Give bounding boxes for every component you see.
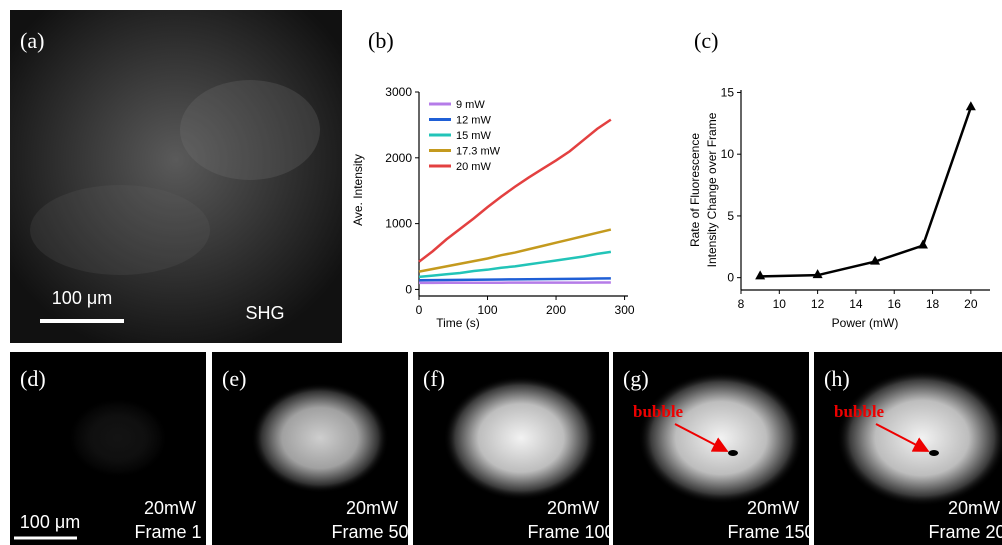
x-tick-label: 10 — [773, 297, 787, 311]
x-tick-label: 16 — [888, 297, 902, 311]
y-tick-label: 0 — [405, 282, 412, 296]
y-tick-label: 15 — [721, 85, 735, 99]
series-line — [418, 277, 611, 282]
fluorescence-spot — [443, 376, 599, 500]
power-label: 20mW — [144, 498, 196, 518]
legend-label: 15 mW — [456, 130, 491, 142]
x-tick-label: 14 — [849, 297, 863, 311]
x-tick-label: 12 — [811, 297, 825, 311]
y-tick-label: 1000 — [385, 217, 412, 231]
y-tick-label: 0 — [727, 271, 734, 285]
fluorescence-spot — [638, 372, 804, 504]
series-line — [760, 106, 973, 278]
series-line — [418, 250, 612, 279]
scale-bar-label: 100 μm — [20, 512, 80, 532]
x-tick-label: 300 — [615, 303, 635, 317]
annotation-arrow — [674, 423, 729, 452]
x-tick-label: 0 — [416, 303, 423, 317]
power-label: 20mW — [747, 498, 799, 518]
power-label: 20mW — [948, 498, 1000, 518]
point-marker — [870, 255, 881, 265]
panel-label: (f) — [423, 366, 445, 391]
fluorescence-spot — [837, 370, 1002, 506]
x-tick-label: 200 — [546, 303, 566, 317]
x-tick-label: 20 — [964, 297, 978, 311]
microscope-frame — [10, 352, 206, 545]
power-label: 20mW — [346, 498, 398, 518]
power-label: 20mW — [547, 498, 599, 518]
frame-label: Frame 50 — [331, 522, 408, 542]
frame-label: Frame 1 — [134, 522, 201, 542]
microscope-frame — [413, 352, 609, 545]
legend-label: 12 mW — [456, 115, 491, 127]
legend-label: 17.3 mW — [456, 146, 501, 158]
fluorescence-spot — [68, 398, 168, 478]
x-tick-label: 8 — [738, 297, 745, 311]
y-tick-label: 3000 — [385, 85, 412, 99]
fluorescence-spot — [251, 383, 389, 493]
series-line — [418, 228, 612, 273]
point-marker — [965, 101, 976, 111]
y-tick-label: 10 — [721, 147, 735, 161]
annotation: bubble — [633, 402, 684, 421]
series-line — [418, 118, 612, 263]
image-caption: SHG — [245, 303, 284, 323]
y-axis-label: Rate of Fluorescence — [688, 133, 702, 247]
scale-bar-label: 100 μm — [52, 288, 112, 308]
frame-label: Frame 150 — [727, 522, 814, 542]
panel-label: (d) — [20, 366, 46, 391]
panel-label: (a) — [20, 28, 44, 53]
point-marker — [917, 239, 928, 249]
bubble — [929, 450, 939, 456]
panel-label: (c) — [694, 28, 718, 53]
panel-label: (g) — [623, 366, 649, 391]
x-axis-label: Power (mW) — [832, 316, 899, 330]
legend-label: 9 mW — [456, 99, 485, 111]
x-axis-label: Time (s) — [436, 316, 480, 330]
panel-label: (h) — [824, 366, 850, 391]
y-axis-label: Ave. Intensity — [351, 154, 365, 226]
annotation-arrow — [875, 423, 930, 452]
y-tick-label: 5 — [727, 209, 734, 223]
microscope-frame — [212, 352, 408, 545]
annotation: bubble — [834, 402, 885, 421]
frame-label: Frame 100 — [527, 522, 614, 542]
point-marker — [812, 269, 823, 279]
x-tick-label: 100 — [478, 303, 498, 317]
bubble — [728, 450, 738, 456]
point-marker — [755, 270, 766, 280]
shg-image — [10, 10, 342, 343]
frame-label: Frame 200 — [928, 522, 1002, 542]
panel-label: (b) — [368, 28, 394, 53]
y-axis-label: Intensity Change over Frame — [705, 112, 719, 267]
legend-label: 20 mW — [456, 161, 491, 173]
x-tick-label: 18 — [926, 297, 940, 311]
y-tick-label: 2000 — [385, 151, 412, 165]
panel-label: (e) — [222, 366, 246, 391]
